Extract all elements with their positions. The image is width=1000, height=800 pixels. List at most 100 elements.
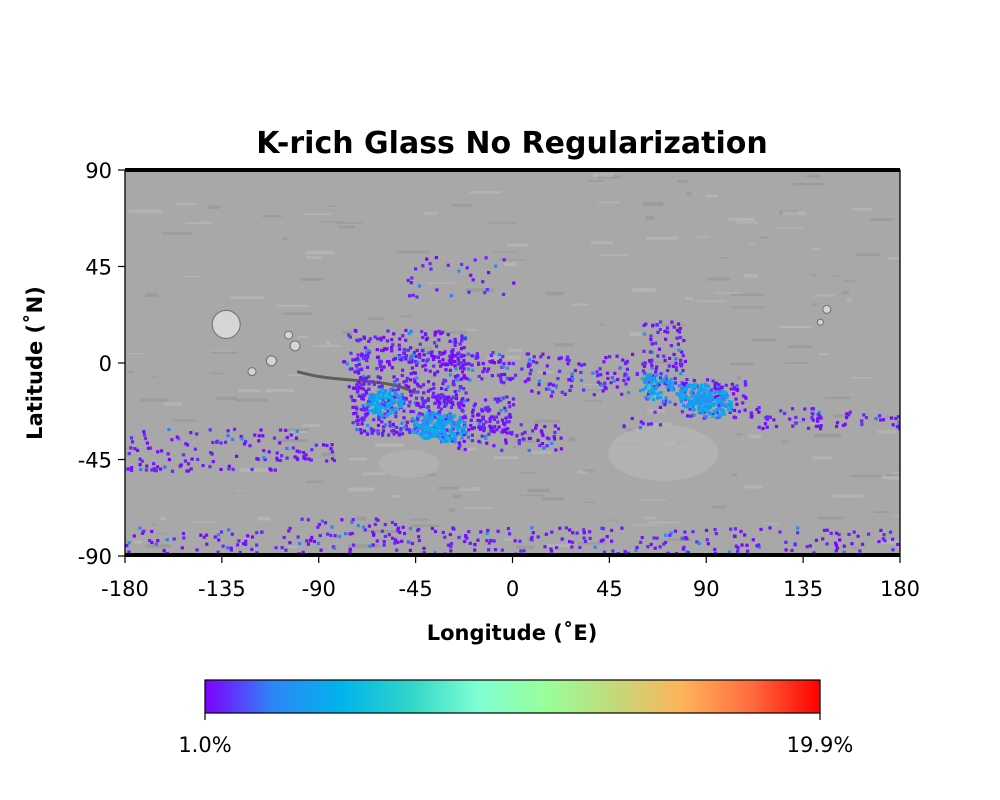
abundance-pixel	[772, 418, 776, 422]
abundance-pixel	[425, 422, 430, 426]
abundance-pixel	[437, 405, 441, 409]
abundance-pixel	[408, 357, 412, 361]
volcano-relief	[289, 340, 301, 352]
abundance-pixel	[386, 409, 390, 413]
abundance-pixel	[879, 528, 883, 532]
abundance-pixel	[348, 547, 352, 551]
abundance-pixel	[411, 354, 415, 358]
abundance-pixel	[402, 347, 406, 352]
abundance-pixel	[715, 410, 719, 414]
abundance-pixel	[393, 541, 397, 545]
abundance-pixel	[413, 418, 417, 422]
abundance-pixel	[353, 399, 357, 403]
abundance-pixel	[407, 385, 411, 389]
abundance-pixel	[383, 523, 387, 527]
abundance-pixel	[356, 418, 360, 423]
abundance-pixel	[714, 532, 718, 536]
abundance-pixel	[408, 400, 412, 404]
abundance-pixel	[451, 526, 455, 530]
abundance-pixel	[703, 383, 707, 387]
relief-streak	[841, 291, 849, 295]
abundance-pixel	[716, 387, 720, 391]
abundance-pixel	[560, 390, 564, 394]
abundance-pixel	[552, 435, 556, 439]
abundance-pixel	[421, 423, 425, 427]
abundance-pixel	[638, 389, 643, 393]
abundance-pixel	[460, 419, 465, 423]
abundance-pixel	[473, 543, 477, 547]
abundance-pixel	[505, 376, 509, 380]
abundance-pixel	[439, 420, 443, 424]
abundance-pixel	[454, 354, 458, 358]
abundance-pixel	[421, 335, 425, 339]
abundance-pixel	[463, 416, 467, 420]
abundance-pixel	[478, 427, 482, 431]
abundance-pixel	[387, 433, 391, 437]
abundance-pixel	[670, 382, 675, 386]
abundance-pixel	[456, 431, 460, 435]
abundance-pixel	[897, 420, 900, 424]
abundance-pixel	[213, 535, 217, 539]
abundance-pixel	[447, 359, 451, 363]
abundance-pixel	[502, 421, 506, 425]
abundance-pixel	[387, 405, 391, 409]
abundance-pixel	[372, 428, 376, 432]
abundance-pixel	[387, 392, 392, 396]
abundance-pixel	[386, 413, 390, 417]
abundance-pixel	[497, 353, 502, 357]
abundance-pixel	[450, 357, 454, 361]
abundance-pixel	[528, 372, 532, 376]
abundance-pixel	[217, 533, 221, 537]
abundance-pixel	[718, 397, 722, 401]
relief-streak	[711, 505, 727, 509]
abundance-pixel	[717, 383, 721, 387]
abundance-pixel	[415, 295, 419, 299]
relief-streak	[200, 220, 208, 222]
abundance-pixel	[316, 525, 320, 529]
abundance-pixel	[483, 398, 488, 402]
abundance-pixel	[303, 457, 307, 461]
abundance-pixel	[459, 347, 464, 351]
abundance-pixel	[278, 441, 282, 445]
abundance-pixel	[180, 546, 184, 550]
abundance-pixel	[640, 377, 644, 381]
relief-streak	[833, 275, 840, 277]
abundance-pixel	[553, 424, 557, 428]
relief-streak	[817, 516, 844, 520]
y-tick-label: -45	[78, 449, 112, 473]
abundance-pixel	[692, 413, 696, 417]
abundance-pixel	[473, 402, 477, 406]
abundance-pixel	[471, 414, 475, 418]
colorbar-gradient	[204, 679, 821, 714]
abundance-pixel	[438, 432, 442, 436]
abundance-pixel	[255, 551, 259, 555]
abundance-pixel	[397, 355, 402, 360]
abundance-pixel	[347, 385, 351, 389]
abundance-pixel	[452, 379, 456, 383]
abundance-pixel	[461, 409, 465, 413]
abundance-pixel	[309, 458, 313, 462]
abundance-pixel	[390, 429, 394, 433]
abundance-pixel	[511, 362, 515, 366]
abundance-pixel	[519, 423, 523, 427]
abundance-pixel	[288, 526, 292, 530]
abundance-pixel	[438, 424, 442, 428]
abundance-pixel	[818, 427, 823, 431]
abundance-pixel	[474, 356, 478, 360]
abundance-pixel	[704, 404, 709, 408]
abundance-pixel	[348, 532, 352, 536]
abundance-pixel	[695, 397, 699, 401]
abundance-pixel	[444, 401, 449, 405]
abundance-pixel	[462, 346, 466, 350]
relief-streak	[898, 464, 900, 467]
abundance-pixel	[573, 368, 577, 373]
abundance-pixel	[718, 387, 722, 391]
abundance-pixel	[179, 463, 183, 467]
abundance-pixel	[668, 382, 672, 387]
abundance-pixel	[449, 294, 453, 298]
abundance-pixel	[416, 384, 420, 388]
abundance-pixel	[397, 433, 401, 437]
abundance-pixel	[507, 361, 511, 366]
abundance-pixel	[508, 532, 512, 536]
abundance-pixel	[330, 450, 334, 454]
